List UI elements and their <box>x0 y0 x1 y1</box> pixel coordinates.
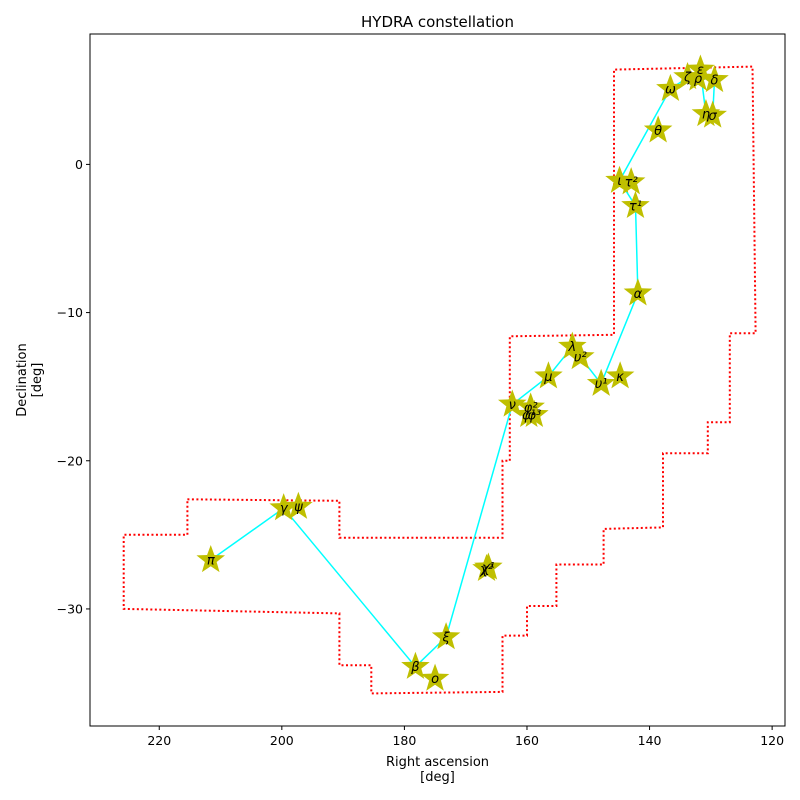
star-label: φ¹ <box>522 408 536 423</box>
star-label: ο <box>431 672 439 687</box>
star-label: δ <box>711 73 719 88</box>
star-marker <box>605 361 635 389</box>
star-label: ε <box>697 63 704 78</box>
star-label: ν <box>509 398 516 413</box>
x-tick-label: 160 <box>515 733 539 748</box>
star-label: ψ <box>294 500 303 515</box>
star-label: γ <box>280 502 289 517</box>
star-label: ρ <box>694 72 703 87</box>
plot-background <box>90 34 785 726</box>
star-label: χ¹ <box>481 561 495 576</box>
y-axis: 0 −10 −20 −30 <box>57 157 90 616</box>
star-marker <box>558 331 587 359</box>
star-label: τ² <box>625 176 638 191</box>
star-label: ζ <box>683 70 692 85</box>
star-label: τ¹ <box>629 199 642 214</box>
y-tick-label: 0 <box>75 157 83 172</box>
star-marker <box>621 190 650 219</box>
x-axis-label: Right ascension [deg] <box>386 755 489 785</box>
star-label: θ <box>654 124 662 139</box>
star-label: β <box>410 660 419 675</box>
x-tick-label: 180 <box>392 733 416 748</box>
star-marker <box>656 73 685 101</box>
star-label: υ¹ <box>595 377 608 392</box>
star-marker <box>643 115 673 143</box>
star-marker <box>269 493 298 521</box>
star-label: φ³ <box>527 408 541 423</box>
star-label: λ <box>567 340 576 355</box>
star-label: α <box>634 287 643 302</box>
plot-frame <box>89 33 786 727</box>
star-label: κ <box>616 370 624 385</box>
star-marker <box>616 167 646 195</box>
star-label: μ <box>543 370 552 385</box>
x-axis: 220 200 180 160 140 120 <box>147 726 784 748</box>
star-marker <box>566 342 595 370</box>
star-label: ω <box>665 82 676 97</box>
star-marker <box>196 545 225 573</box>
star-label: ξ <box>441 631 450 646</box>
star-marker <box>420 663 450 691</box>
star-marker <box>474 552 503 580</box>
x-tick-label: 120 <box>760 733 784 748</box>
star-marker <box>623 278 653 306</box>
star-label: σ <box>709 109 718 124</box>
star-marker <box>401 651 430 679</box>
x-tick-label: 200 <box>270 733 294 748</box>
star-marker <box>683 63 713 91</box>
star-label: π <box>207 554 215 569</box>
y-tick-label: −20 <box>57 453 83 468</box>
star-marker <box>284 491 313 519</box>
star-label: χ² <box>479 562 493 577</box>
star-label: η <box>702 108 710 123</box>
star-label: ι <box>617 174 621 189</box>
star-marker <box>534 361 563 389</box>
star-marker <box>698 100 727 128</box>
x-tick-label: 140 <box>638 733 662 748</box>
y-axis-label: Declination[deg] <box>15 343 45 417</box>
x-tick-label: 220 <box>147 733 171 748</box>
star-label: φ² <box>524 401 538 416</box>
star-marker <box>700 64 729 93</box>
y-tick-label: −30 <box>57 601 83 616</box>
star-marker <box>431 622 461 650</box>
star-marker <box>498 389 527 417</box>
chart-title: HYDRA constellation <box>361 13 514 31</box>
y-tick-label: −10 <box>57 305 83 320</box>
star-label: υ² <box>574 351 587 366</box>
constellation-boundary <box>122 65 757 695</box>
star-marker <box>514 399 544 427</box>
star-marker <box>605 165 634 193</box>
star-marker <box>686 54 715 82</box>
star-marker <box>586 368 616 396</box>
